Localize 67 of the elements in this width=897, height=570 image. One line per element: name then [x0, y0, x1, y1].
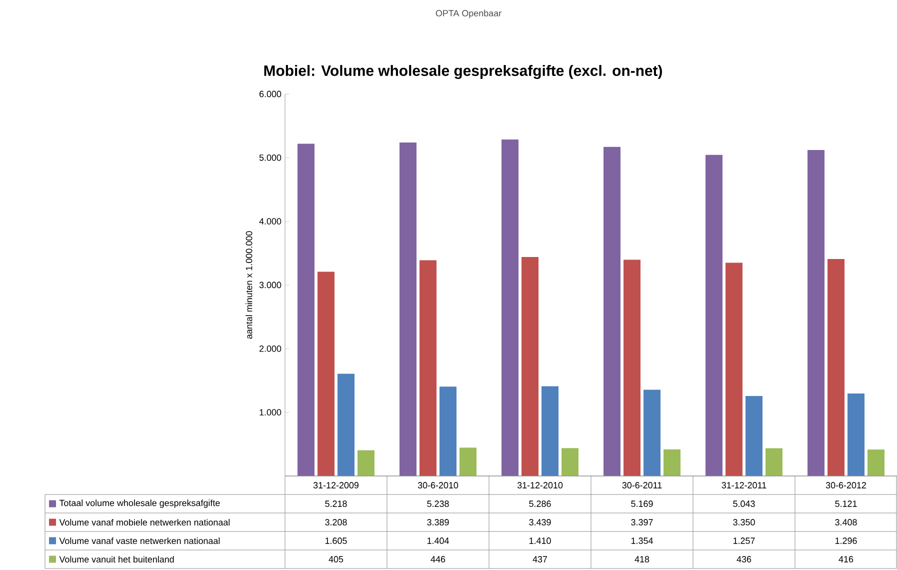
data-label: 1.354 [631, 538, 653, 544]
text: OPTA Openbaar [436, 10, 502, 18]
bar [400, 142, 417, 476]
bar [502, 139, 519, 476]
bar [706, 154, 723, 476]
legend-label: Volume vanuit het buitenland [59, 556, 174, 563]
bar [726, 262, 743, 476]
data-label: 1.296 [835, 538, 857, 544]
bar [522, 257, 539, 476]
data-label: 5.169 [631, 500, 653, 507]
data-label: 437 [532, 556, 548, 562]
x-tick-label: 31-12-2009 [313, 482, 359, 488]
legend-label: Totaal volume wholesale gespreksafgifte [59, 500, 220, 508]
bar [358, 450, 375, 476]
x-tick-label: 30-6-2011 [622, 482, 662, 488]
bar [624, 260, 641, 476]
data-label: 436 [736, 556, 752, 562]
data-label: 5.218 [325, 500, 347, 507]
data-label: 405 [328, 556, 344, 562]
y-tick-label: 4.000 [259, 218, 282, 224]
data-label: 1.257 [733, 538, 755, 544]
data-label: 3.408 [835, 519, 857, 526]
legend-label: Volume vanaf vaste netwerken nationaal [59, 537, 220, 544]
data-label: 3.389 [427, 519, 449, 526]
y-tick-label: 6.000 [260, 90, 282, 98]
bar [562, 448, 579, 476]
x-tick-label: 30-6-2010 [418, 482, 458, 488]
bar [604, 146, 621, 476]
bar [338, 374, 355, 476]
data-label: 3.208 [325, 519, 347, 526]
y-tick-label: 1.000 [260, 409, 282, 416]
data-label: 1.404 [427, 538, 449, 544]
x-tick-label: 31-12-2010 [517, 482, 563, 488]
data-label: 5.286 [529, 500, 551, 507]
bar [808, 150, 825, 476]
y-tick-label: 5.000 [259, 154, 282, 161]
bar [440, 386, 457, 476]
y-tick-label: 3.000 [259, 282, 282, 288]
data-label: 416 [838, 556, 854, 562]
bar [318, 272, 335, 476]
bar [868, 450, 885, 476]
data-label: 3.397 [631, 519, 653, 526]
legend-label: Volume vanaf mobiele netwerken nationaal [59, 518, 230, 526]
bar [542, 386, 559, 476]
bar [298, 144, 315, 476]
data-label: 5.238 [427, 500, 449, 507]
data-label: 1.605 [325, 538, 347, 544]
bar [828, 259, 845, 476]
data-label: 3.439 [529, 519, 551, 526]
bar [766, 448, 783, 476]
data-label: 1.410 [529, 538, 551, 544]
data-label: 418 [634, 556, 650, 562]
data-label: 446 [430, 556, 446, 562]
y-tick-label: 2.000 [260, 345, 282, 352]
x-tick-label: 31-12-2011 [722, 482, 766, 488]
bar [664, 449, 681, 476]
bar [460, 448, 477, 476]
x-tick-label: 30-6-2012 [826, 482, 866, 488]
bar [644, 390, 661, 476]
bar [420, 260, 437, 476]
data-label: 5.121 [835, 500, 857, 507]
chart-title: Mobiel: Volume wholesale gespreksafgifte (excl. on-net) [264, 64, 662, 79]
y-axis-title: aantal minuten x 1.000.000 [246, 231, 252, 339]
data-label: 3.350 [733, 519, 755, 526]
data-label: 5.043 [733, 500, 755, 507]
bar [746, 396, 763, 476]
bar [848, 393, 865, 476]
